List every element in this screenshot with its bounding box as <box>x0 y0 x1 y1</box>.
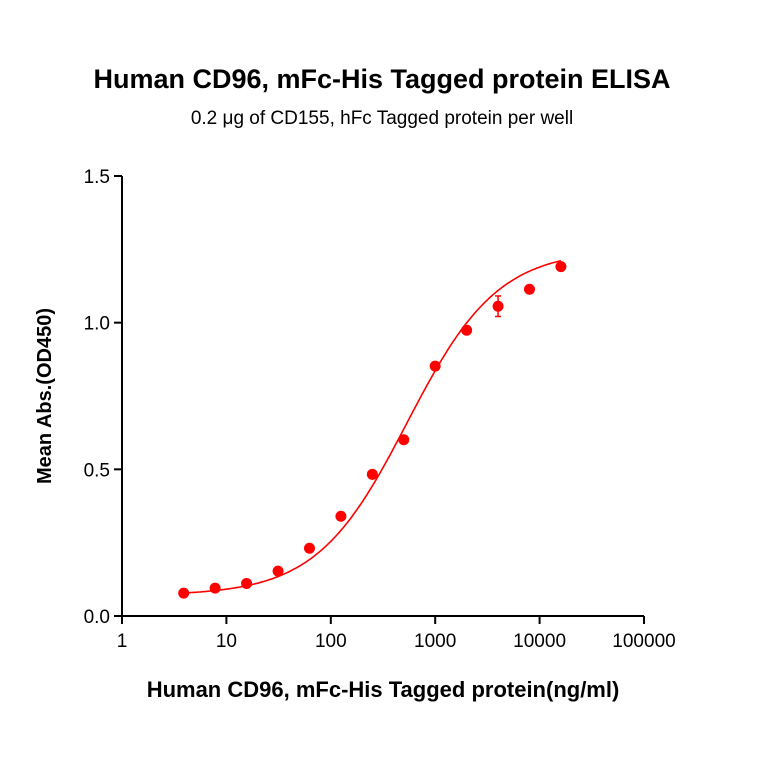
data-point <box>272 565 284 577</box>
y-tick-label: 1.5 <box>84 167 110 188</box>
x-tick-label: 10000 <box>513 631 566 652</box>
fit-curve <box>183 259 562 594</box>
y-tick-label: 0.0 <box>84 607 110 628</box>
fit-curve-group <box>183 259 562 594</box>
y-tick-label: 0.5 <box>84 460 110 481</box>
x-axis-label: Human CD96, mFc-His Tagged protein(ng/ml… <box>147 677 620 702</box>
y-axis-label: Mean Abs.(OD450) <box>34 308 56 484</box>
data-point <box>241 577 253 589</box>
data-point <box>461 324 473 336</box>
data-point <box>335 510 347 522</box>
data-point <box>429 360 441 372</box>
data-point <box>492 300 504 312</box>
chart-subtitle: 0.2 μg of CD155, hFc Tagged protein per … <box>190 108 574 129</box>
x-tick-label: 1 <box>117 631 128 652</box>
x-tick-label: 100 <box>315 631 347 652</box>
data-points <box>178 261 567 599</box>
y-tick-label: 1.0 <box>84 314 110 335</box>
x-tick-label: 100000 <box>612 631 675 652</box>
data-point <box>303 542 315 554</box>
data-point <box>398 434 410 446</box>
data-point <box>523 283 535 295</box>
data-point <box>209 582 221 594</box>
x-tick-label: 10 <box>216 631 237 652</box>
data-point <box>178 587 190 599</box>
data-point <box>366 468 378 480</box>
x-tick-label: 1000 <box>414 631 456 652</box>
chart-title: Human CD96, mFc-His Tagged protein ELISA <box>93 64 671 94</box>
axes: 1 10 100 1000 10000 100000 0.0 0.5 1.0 1.5 <box>84 167 676 652</box>
data-point <box>555 261 567 273</box>
